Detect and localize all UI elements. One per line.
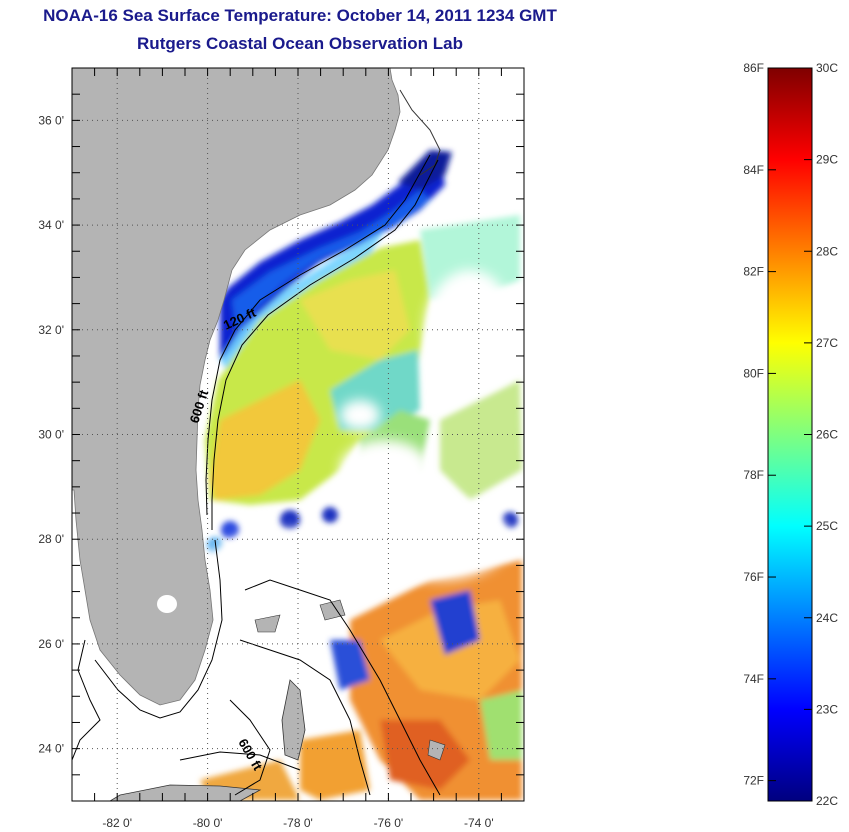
fahrenheit-label: 74F xyxy=(743,672,764,686)
lat-tick-label: 28 0' xyxy=(38,532,64,546)
us-east-coast-land xyxy=(72,68,401,706)
isobath-contours xyxy=(72,154,441,796)
celsius-label: 24C xyxy=(816,611,838,625)
celsius-label: 26C xyxy=(816,428,838,442)
bahamas-land xyxy=(281,679,306,761)
celsius-label: 27C xyxy=(816,336,838,350)
lon-tick-label: -78 0' xyxy=(283,816,313,830)
celsius-label: 25C xyxy=(816,519,838,533)
celsius-label: 29C xyxy=(816,153,838,167)
lat-tick-label: 32 0' xyxy=(38,323,64,337)
lat-tick-label: 30 0' xyxy=(38,428,64,442)
fahrenheit-label: 72F xyxy=(743,774,764,788)
lake-okeechobee xyxy=(157,595,177,613)
colorbar: 30C 29C 28C 27C 26C 25C 24C 23C 22C 86F 84F 82F 80F 7… xyxy=(743,61,838,808)
lon-tick-label: -82 0' xyxy=(102,816,132,830)
map-title: NOAA-16 Sea Surface Temperature: October… xyxy=(43,6,557,25)
celsius-label: 30C xyxy=(816,61,838,75)
cloud-mask xyxy=(210,270,515,590)
fahrenheit-label: 84F xyxy=(743,163,764,177)
lat-tick-label: 34 0' xyxy=(38,218,64,232)
fahrenheit-label: 78F xyxy=(743,468,764,482)
graticule xyxy=(72,68,524,801)
celsius-label: 28C xyxy=(816,244,838,258)
fahrenheit-label: 86F xyxy=(743,61,764,75)
lon-tick-label: -74 0' xyxy=(464,816,494,830)
lon-tick-label: -76 0' xyxy=(374,816,404,830)
axis-ticks xyxy=(71,67,525,802)
lat-tick-label: 24 0' xyxy=(38,742,64,756)
axis-labels: -82 0' -80 0' -78 0' -76 0' -74 0' 36 0' 34 0'… xyxy=(38,113,493,830)
celsius-label: 23C xyxy=(816,702,838,716)
fahrenheit-label: 80F xyxy=(743,366,764,380)
fahrenheit-label: 76F xyxy=(743,570,764,584)
lat-tick-label: 36 0' xyxy=(38,113,64,127)
lon-tick-label: -80 0' xyxy=(193,816,223,830)
colorbar-ticks: 30C 29C 28C 27C 26C 25C 24C 23C 22C 86F 84F 82F 80F 7… xyxy=(743,61,838,808)
map-subtitle: Rutgers Coastal Ocean Observation Lab xyxy=(137,34,463,53)
celsius-label: 22C xyxy=(816,794,838,808)
lat-tick-label: 26 0' xyxy=(38,637,64,651)
fahrenheit-label: 82F xyxy=(743,265,764,279)
